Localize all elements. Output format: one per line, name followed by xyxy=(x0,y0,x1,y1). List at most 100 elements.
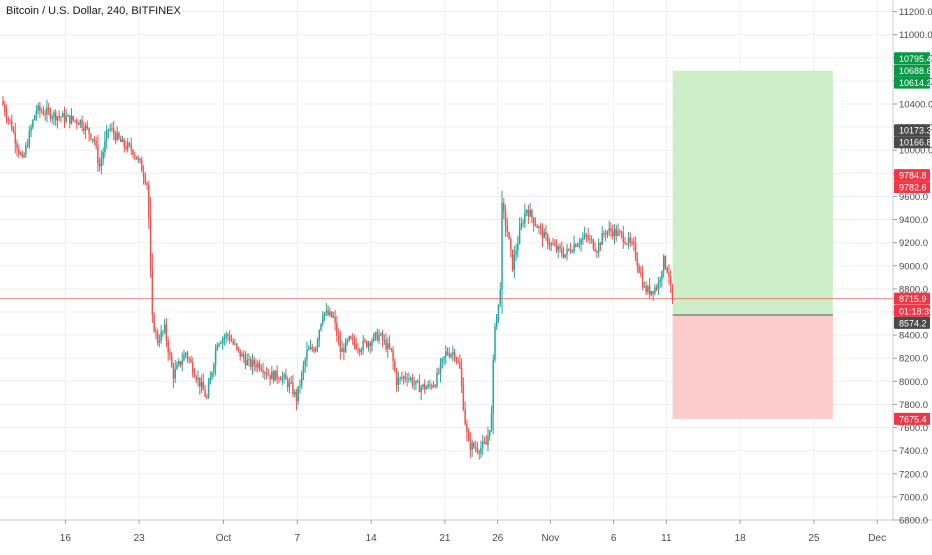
candle-body xyxy=(192,362,194,374)
candle-body xyxy=(423,384,426,390)
candle-body xyxy=(276,370,278,379)
x-tick-label: Nov xyxy=(541,533,559,544)
candle-body xyxy=(624,241,626,244)
candle-body xyxy=(459,362,461,369)
candle-body xyxy=(420,387,422,393)
candle-body xyxy=(622,233,625,242)
candle-body xyxy=(35,110,38,116)
candle-body xyxy=(450,354,452,357)
candle-body xyxy=(246,359,248,366)
candle-body xyxy=(293,391,296,395)
candle-body xyxy=(430,385,433,388)
candle-body xyxy=(664,255,667,268)
candle-body xyxy=(207,384,210,398)
candle-body xyxy=(585,234,588,236)
candle-body xyxy=(141,160,143,172)
candle-body xyxy=(63,113,66,122)
candle-body xyxy=(443,356,445,359)
candle-body xyxy=(344,340,347,353)
candle-body xyxy=(105,131,108,141)
candle-body xyxy=(611,231,614,237)
candle-body xyxy=(249,359,252,367)
candle-body xyxy=(93,138,96,142)
candle-body xyxy=(666,267,668,273)
candle-body xyxy=(669,276,672,285)
candle-body xyxy=(508,231,510,240)
candle-body xyxy=(334,316,336,324)
candle-body xyxy=(671,284,674,299)
candle-body xyxy=(481,442,484,448)
candle-body xyxy=(434,385,437,387)
candle-body xyxy=(265,372,268,375)
price-label-text: 9782.6 xyxy=(899,183,927,193)
candle-body xyxy=(397,378,400,386)
y-tick-label: 7000.0 xyxy=(899,492,928,503)
y-tick-label: 10000.0 xyxy=(899,146,932,157)
candle-body xyxy=(69,115,71,124)
candle-body xyxy=(589,238,591,240)
candle-body xyxy=(416,380,419,383)
candle-body xyxy=(599,243,602,246)
candle-body xyxy=(464,409,466,425)
candle-body xyxy=(237,347,240,350)
candle-body xyxy=(557,246,560,251)
candle-body xyxy=(367,342,370,347)
candle-body xyxy=(365,341,368,347)
x-tick-label: 25 xyxy=(808,533,820,544)
candle-body xyxy=(28,131,31,147)
candle-body xyxy=(513,254,516,270)
candle-body xyxy=(202,381,205,391)
candle-body xyxy=(174,369,176,379)
candle-body xyxy=(322,316,324,324)
candle-body xyxy=(184,352,187,355)
candle-body xyxy=(320,323,322,331)
candle-body xyxy=(640,272,642,275)
candle-body xyxy=(392,349,394,362)
candle-body xyxy=(610,228,612,232)
price-label-box xyxy=(894,412,930,425)
price-label-box xyxy=(894,76,930,89)
candle-body xyxy=(413,383,415,385)
candle-body xyxy=(211,372,213,378)
candle-body xyxy=(518,228,521,244)
candle-body xyxy=(257,363,259,368)
candle-body xyxy=(225,334,227,338)
candle-body xyxy=(248,359,250,361)
candle-body xyxy=(418,382,421,393)
candle-body xyxy=(538,226,540,229)
candle-body xyxy=(462,385,465,410)
candle-body xyxy=(332,316,335,318)
candle-body xyxy=(44,114,46,116)
candle-body xyxy=(12,129,15,133)
chart-title: Bitcoin / U.S. Dollar, 240, BITFINEX xyxy=(6,5,181,17)
candle-body xyxy=(604,234,607,236)
candle-body xyxy=(517,243,519,251)
candle-body xyxy=(46,107,48,115)
candle-body xyxy=(471,442,473,450)
candle-body xyxy=(371,341,373,347)
candle-body xyxy=(244,358,247,366)
candle-body xyxy=(232,341,234,344)
candle-body xyxy=(271,371,273,380)
candle-body xyxy=(262,370,264,374)
candle-body xyxy=(638,265,640,273)
candle-body xyxy=(181,360,183,365)
candle-body xyxy=(200,381,203,387)
candle-body xyxy=(56,116,59,121)
candle-body xyxy=(213,364,215,373)
candle-body xyxy=(659,279,661,283)
candle-body xyxy=(629,237,632,243)
candle-body xyxy=(25,145,27,155)
y-tick-label: 6800.0 xyxy=(899,516,928,527)
candle-body xyxy=(160,331,162,342)
candle-body xyxy=(49,110,52,119)
candle-body xyxy=(32,120,34,128)
candle-body xyxy=(170,355,173,367)
candle-body xyxy=(575,244,577,247)
candle-body xyxy=(541,228,544,239)
candle-body xyxy=(555,245,558,251)
candle-body xyxy=(309,347,312,350)
candle-body xyxy=(315,347,317,352)
